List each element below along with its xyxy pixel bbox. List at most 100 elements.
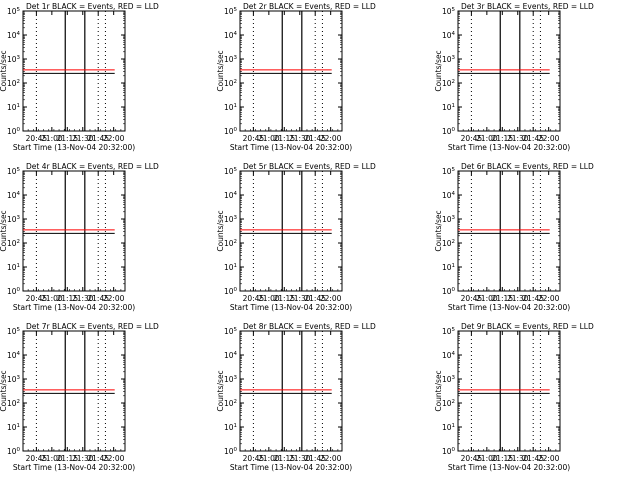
x-tick-label: 20:45 bbox=[26, 294, 48, 303]
y-tick-exponent: 3 bbox=[17, 215, 21, 221]
x-tick-label: 21:00 bbox=[41, 454, 63, 463]
x-tick-label: 21:00 bbox=[476, 294, 498, 303]
panel-det-1: Det 1r BLACK = Events, RED = LLD Counts/s… bbox=[0, 2, 159, 152]
y-axis-label: Counts/sec bbox=[216, 50, 225, 91]
y-axis-label: Counts/sec bbox=[434, 50, 443, 91]
x-tick-label: 22:00 bbox=[538, 134, 560, 143]
x-tick-label: 21:30 bbox=[72, 134, 94, 143]
y-tick-exponent: 5 bbox=[234, 327, 238, 333]
x-tick-label: 21:45 bbox=[522, 134, 544, 143]
y-tick-label: 101 bbox=[442, 263, 455, 272]
y-tick-label: 101 bbox=[7, 103, 20, 112]
y-tick-exponent: 3 bbox=[17, 375, 21, 381]
y-tick-exponent: 0 bbox=[234, 127, 238, 133]
panel-det-2: Det 2r BLACK = Events, RED = LLD Counts/s… bbox=[216, 2, 376, 152]
y-tick-label: 102 bbox=[224, 399, 237, 408]
plot-frame bbox=[22, 10, 126, 132]
y-tick-exponent: 4 bbox=[452, 351, 456, 357]
y-tick-label: 100 bbox=[7, 287, 21, 296]
panel-det-6: Det 6r BLACK = Events, RED = LLD Counts/s… bbox=[434, 162, 594, 312]
x-tick-label: 21:30 bbox=[72, 294, 94, 303]
y-tick-label: 100 bbox=[7, 127, 21, 136]
panel-title: Det 6r BLACK = Events, RED = LLD bbox=[461, 162, 594, 171]
x-tick-label: 21:45 bbox=[87, 454, 109, 463]
y-tick-exponent: 0 bbox=[234, 447, 238, 453]
y-tick-exponent: 1 bbox=[234, 263, 238, 269]
x-axis-label: Start Time (13-Nov-04 20:32:00) bbox=[230, 303, 352, 312]
y-tick-exponent: 4 bbox=[234, 351, 238, 357]
x-tick-label: 21:00 bbox=[41, 294, 63, 303]
y-tick-exponent: 0 bbox=[452, 287, 456, 293]
y-axis-label: Counts/sec bbox=[0, 210, 8, 251]
y-tick-label: 104 bbox=[7, 191, 21, 200]
y-tick-label: 102 bbox=[224, 79, 237, 88]
panel-title: Det 3r BLACK = Events, RED = LLD bbox=[461, 2, 594, 11]
y-tick-exponent: 2 bbox=[452, 79, 456, 85]
plot-frame bbox=[457, 10, 561, 132]
y-tick-label: 102 bbox=[442, 399, 455, 408]
x-tick-label: 20:45 bbox=[243, 454, 265, 463]
y-tick-label: 105 bbox=[224, 7, 238, 16]
y-axis-label: Counts/sec bbox=[216, 210, 225, 251]
y-tick-label: 100 bbox=[442, 447, 456, 456]
x-tick-label: 21:15 bbox=[273, 454, 295, 463]
x-tick-label: 21:00 bbox=[476, 454, 498, 463]
y-tick-label: 100 bbox=[442, 287, 456, 296]
y-tick-exponent: 2 bbox=[452, 399, 456, 405]
y-tick-exponent: 2 bbox=[452, 239, 456, 245]
x-axis-label: Start Time (13-Nov-04 20:32:00) bbox=[448, 463, 570, 472]
x-tick-label: 21:45 bbox=[522, 454, 544, 463]
y-tick-label: 103 bbox=[224, 375, 238, 384]
x-tick-label: 21:45 bbox=[87, 134, 109, 143]
x-tick-label: 22:00 bbox=[538, 454, 560, 463]
y-tick-exponent: 4 bbox=[17, 351, 21, 357]
x-tick-label: 22:00 bbox=[538, 294, 560, 303]
x-tick-label: 21:15 bbox=[56, 294, 78, 303]
x-tick-label: 21:00 bbox=[258, 454, 280, 463]
y-tick-label: 104 bbox=[7, 351, 21, 360]
y-tick-label: 103 bbox=[442, 215, 456, 224]
y-tick-exponent: 2 bbox=[234, 399, 238, 405]
panel-det-5: Det 5r BLACK = Events, RED = LLD Counts/s… bbox=[216, 162, 376, 312]
plot-frame bbox=[239, 330, 343, 452]
y-tick-exponent: 0 bbox=[17, 127, 21, 133]
y-tick-label: 103 bbox=[7, 375, 21, 384]
y-tick-exponent: 1 bbox=[452, 263, 456, 269]
panel-title: Det 5r BLACK = Events, RED = LLD bbox=[243, 162, 376, 171]
y-tick-exponent: 5 bbox=[17, 167, 21, 173]
y-tick-label: 104 bbox=[224, 31, 238, 40]
x-axis-label: Start Time (13-Nov-04 20:32:00) bbox=[230, 143, 352, 152]
panel-det-3: Det 3r BLACK = Events, RED = LLD Counts/s… bbox=[434, 2, 594, 152]
x-tick-label: 20:45 bbox=[243, 294, 265, 303]
plot-frame bbox=[457, 330, 561, 452]
y-axis-label: Counts/sec bbox=[0, 370, 8, 411]
x-tick-label: 21:15 bbox=[56, 454, 78, 463]
x-axis-label: Start Time (13-Nov-04 20:32:00) bbox=[448, 143, 570, 152]
y-tick-exponent: 4 bbox=[234, 191, 238, 197]
y-tick-exponent: 1 bbox=[17, 103, 21, 109]
x-tick-label: 21:30 bbox=[507, 134, 529, 143]
y-tick-exponent: 2 bbox=[17, 399, 21, 405]
y-tick-label: 101 bbox=[224, 103, 237, 112]
y-tick-exponent: 5 bbox=[234, 7, 238, 13]
y-tick-exponent: 4 bbox=[452, 191, 456, 197]
y-tick-label: 101 bbox=[442, 423, 455, 432]
x-tick-label: 21:45 bbox=[522, 294, 544, 303]
x-tick-label: 21:45 bbox=[304, 294, 326, 303]
y-tick-label: 105 bbox=[442, 167, 456, 176]
x-tick-label: 21:15 bbox=[491, 454, 513, 463]
x-tick-label: 20:45 bbox=[243, 134, 265, 143]
y-tick-exponent: 4 bbox=[234, 31, 238, 37]
y-tick-exponent: 3 bbox=[234, 55, 238, 61]
panel-title: Det 9r BLACK = Events, RED = LLD bbox=[461, 322, 594, 331]
y-tick-label: 100 bbox=[442, 127, 456, 136]
y-tick-label: 102 bbox=[7, 239, 20, 248]
y-tick-exponent: 5 bbox=[17, 7, 21, 13]
x-tick-label: 21:15 bbox=[56, 134, 78, 143]
x-tick-label: 21:45 bbox=[87, 294, 109, 303]
y-tick-label: 102 bbox=[224, 239, 237, 248]
y-tick-exponent: 0 bbox=[17, 287, 21, 293]
y-tick-exponent: 1 bbox=[452, 423, 456, 429]
plot-frame bbox=[239, 10, 343, 132]
